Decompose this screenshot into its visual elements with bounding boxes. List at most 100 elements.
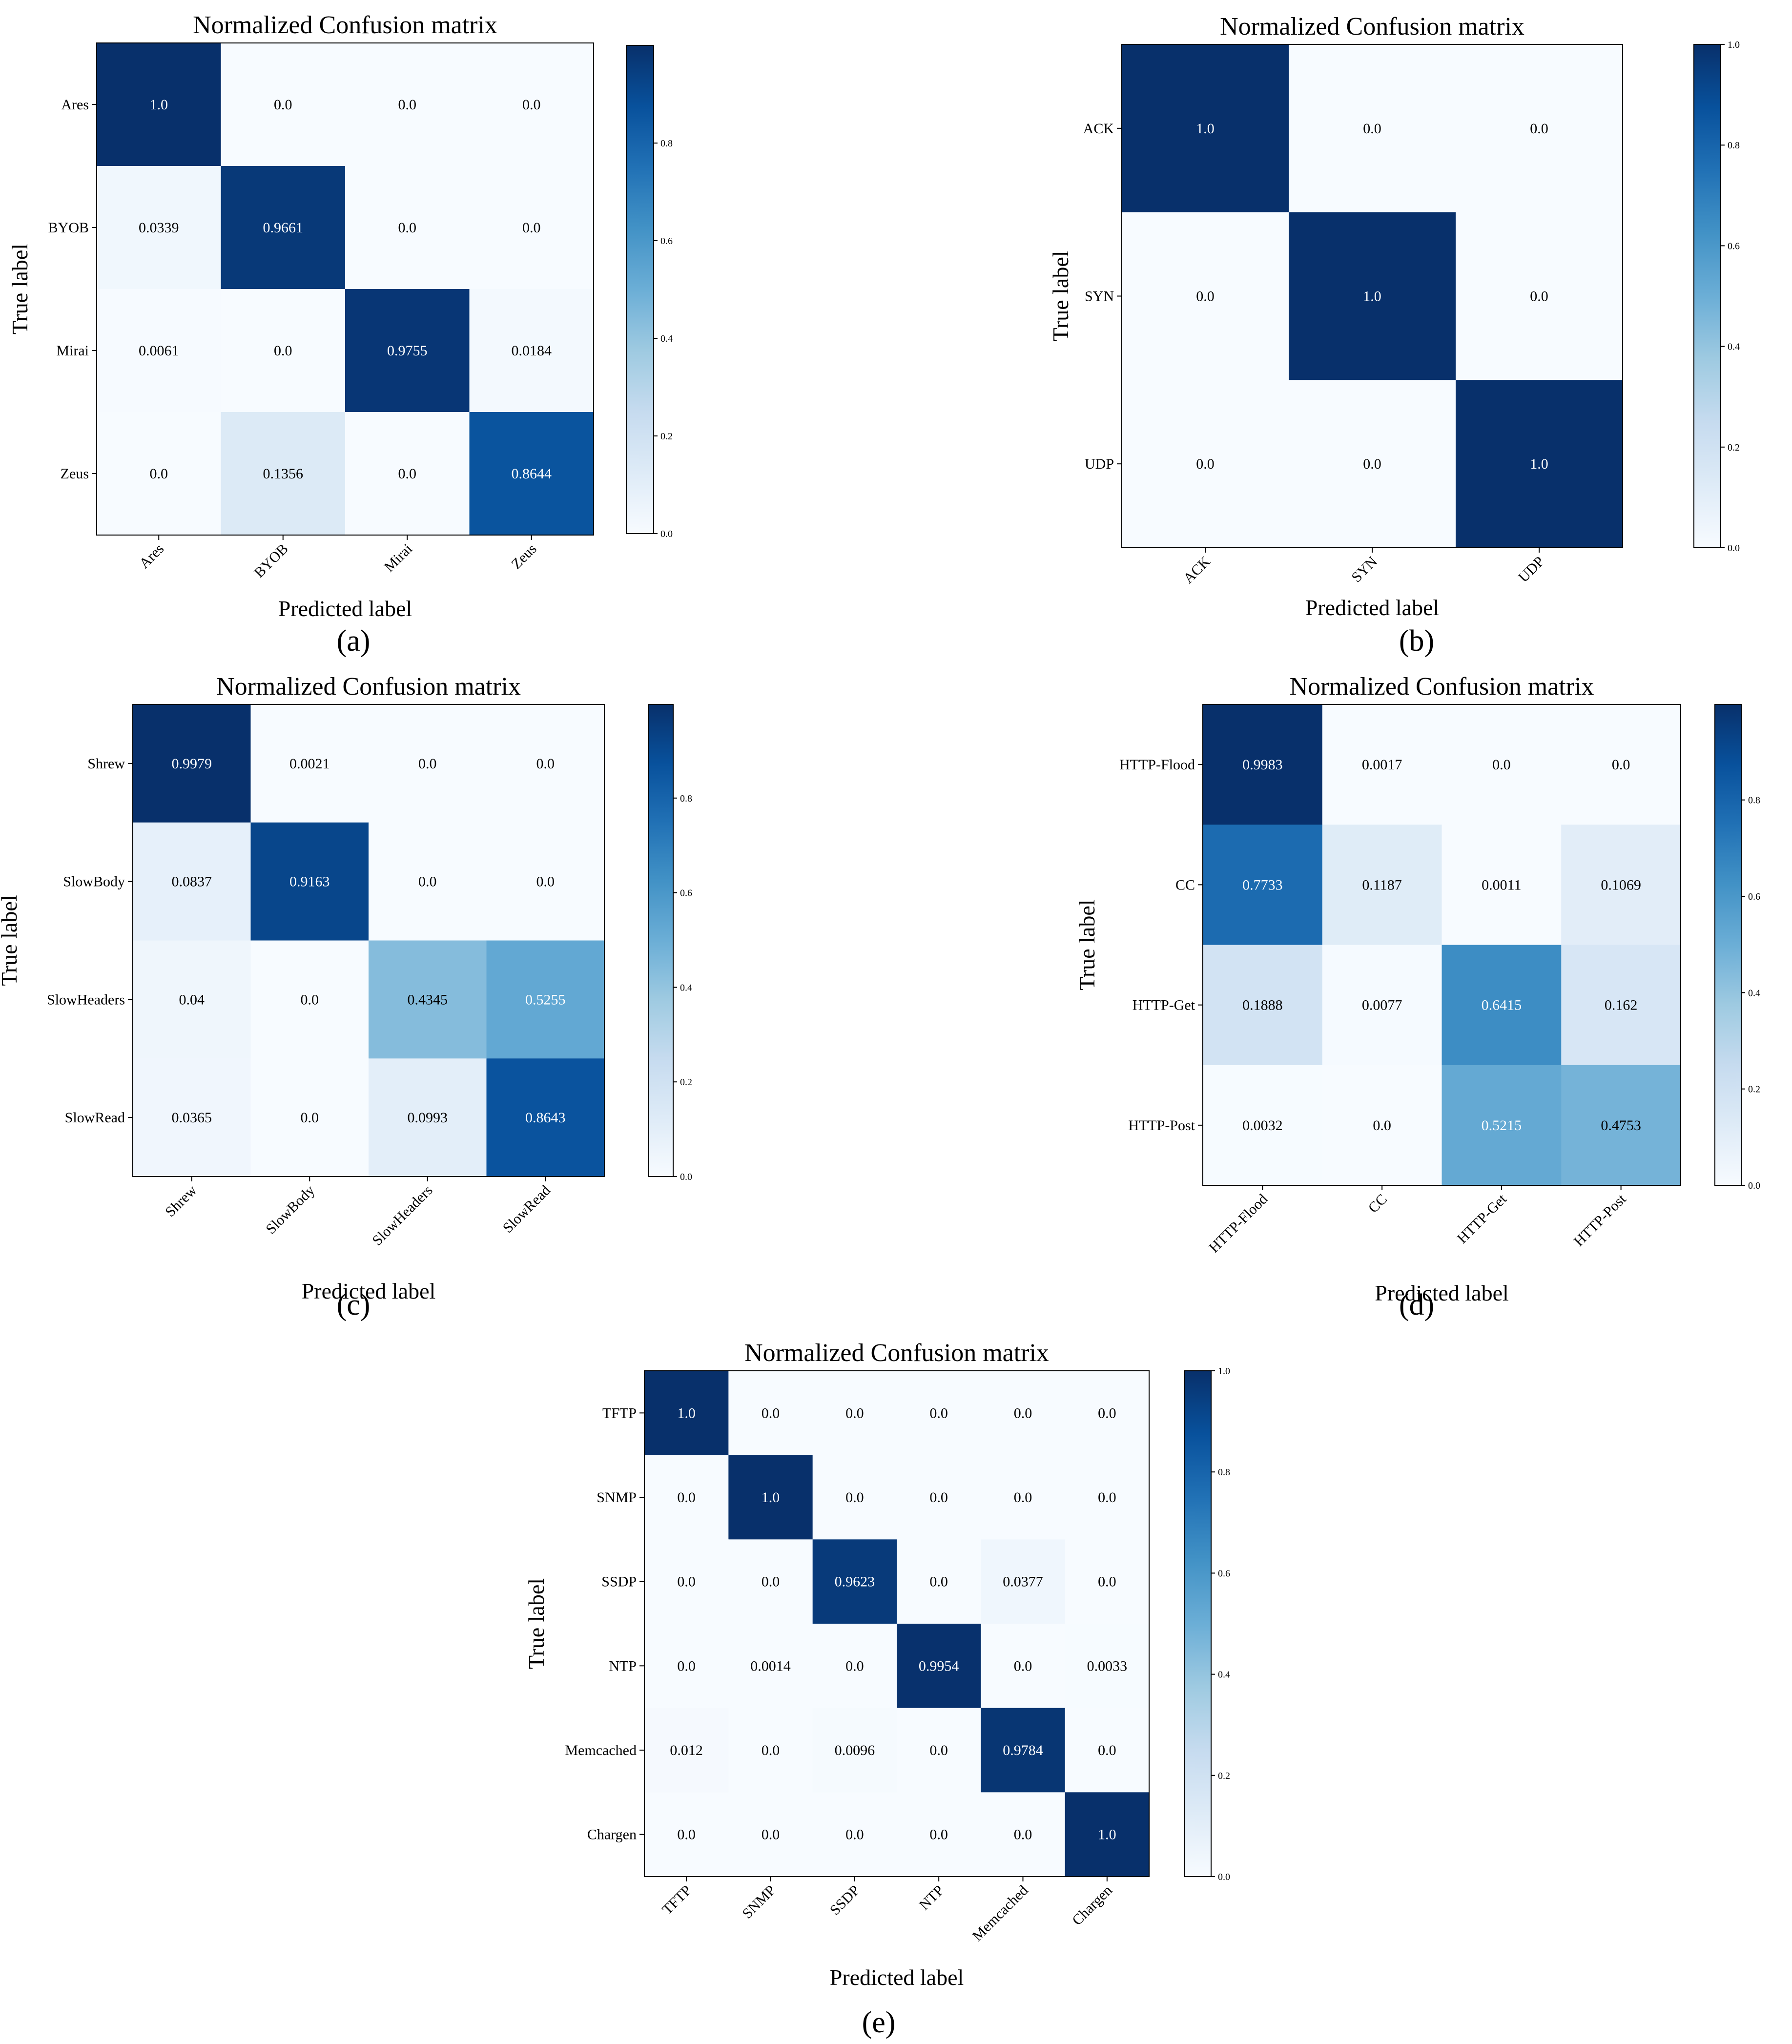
colorbar-tick-label: 0.8 (1218, 1467, 1230, 1478)
y-axis-label: True label (1074, 899, 1099, 990)
heatmap-cell (728, 1624, 813, 1709)
heatmap-cell (728, 1371, 813, 1456)
heatmap-cell (345, 43, 470, 166)
plot-frame (644, 1370, 1150, 1877)
heatmap-cell (981, 1539, 1066, 1624)
heatmap-cell (486, 1058, 605, 1177)
chart-title: Normalized Confusion matrix (193, 11, 497, 39)
cell-value-label: 0.0033 (1087, 1658, 1128, 1674)
cell-value-label: 0.9979 (172, 756, 212, 772)
heatmap-cell (1442, 825, 1562, 946)
cell-value-label: 0.0 (845, 1405, 864, 1421)
y-tick-label: UDP (1085, 456, 1114, 472)
heatmap-cell (644, 1539, 729, 1624)
cell-value-label: 1.0 (1363, 289, 1381, 305)
heatmap-cell (369, 704, 487, 823)
cell-value-label: 0.0 (150, 466, 168, 482)
heatmap-cell (97, 43, 222, 166)
y-tick-label: Zeus (61, 466, 89, 482)
cell-value-label: 0.8644 (512, 466, 552, 482)
colorbar-tick-label: 0.2 (1728, 442, 1740, 453)
cell-value-label: 0.0 (677, 1574, 696, 1590)
x-tick-label: TFTP (659, 1882, 695, 1918)
cell-value-label: 0.0 (398, 466, 417, 482)
cell-value-label: 0.0 (929, 1489, 948, 1506)
cell-value-label: 0.0096 (835, 1742, 875, 1758)
heatmap-cell (1322, 1065, 1442, 1186)
heatmap-cell (1442, 1065, 1562, 1186)
colorbar-tick-label: 0.0 (660, 529, 673, 539)
cell-value-label: 0.0 (1373, 1117, 1391, 1134)
cell-value-label: 0.0 (1530, 289, 1548, 305)
cell-value-label: 0.0 (522, 97, 541, 113)
cell-value-label: 0.0 (845, 1658, 864, 1674)
colorbar-tick-label: 0.4 (660, 333, 673, 344)
cell-value-label: 0.9784 (1003, 1742, 1043, 1758)
heatmap-cell (1203, 825, 1323, 946)
heatmap-cell (897, 1455, 981, 1540)
cell-value-label: 0.1888 (1242, 997, 1283, 1013)
cell-value-label: 0.0 (1363, 121, 1381, 137)
heatmap-cell (981, 1455, 1066, 1540)
heatmap-cell (644, 1792, 729, 1877)
heatmap-cell (1322, 825, 1442, 946)
y-axis-label: True label (1048, 250, 1073, 341)
colorbar-tick-label: 0.2 (660, 431, 673, 442)
x-tick-label: Mirai (381, 541, 415, 575)
chart-title: Normalized Confusion matrix (1290, 673, 1594, 701)
heatmap-cell (1456, 380, 1623, 548)
cell-value-label: 0.0 (1098, 1742, 1116, 1758)
colorbar-tick-label: 0.4 (680, 982, 692, 993)
cell-value-label: 0.0 (929, 1827, 948, 1843)
cell-value-label: 0.0 (762, 1405, 780, 1421)
heatmap-cell (469, 43, 594, 166)
x-axis-label: Predicted label (302, 1279, 436, 1303)
heatmap-cell (1442, 704, 1562, 825)
cell-value-label: 1.0 (762, 1489, 780, 1506)
heatmap-cell (1289, 380, 1456, 548)
heatmap-cell (1065, 1539, 1150, 1624)
heatmap-cell (897, 1708, 981, 1793)
cell-value-label: 1.0 (1098, 1827, 1116, 1843)
plot-frame (1202, 704, 1681, 1186)
cell-value-label: 0.0 (522, 220, 541, 236)
colorbar-tick-label: 0.6 (680, 888, 692, 899)
x-tick-label: CC (1365, 1191, 1390, 1217)
x-tick-label: HTTP-Flood (1206, 1191, 1271, 1256)
cell-value-label: 0.162 (1605, 997, 1638, 1013)
cell-value-label: 0.0 (677, 1827, 696, 1843)
heatmap-cell (812, 1624, 897, 1709)
heatmap-cell (1561, 825, 1681, 946)
x-tick-label: NTP (916, 1882, 947, 1913)
heatmap-cell (97, 289, 222, 413)
colorbar-tick-label: 1.0 (1218, 1366, 1230, 1377)
chart-title: Normalized Confusion matrix (1220, 13, 1524, 41)
cell-value-label: 0.0011 (1482, 877, 1521, 893)
colorbar-tick-label: 0.0 (1748, 1180, 1760, 1191)
heatmap-cell (897, 1624, 981, 1709)
cell-value-label: 0.1069 (1601, 877, 1641, 893)
y-axis-label: True label (0, 895, 21, 986)
cell-value-label: 0.0 (1098, 1574, 1116, 1590)
cell-value-label: 0.0 (762, 1827, 780, 1843)
heatmap-cell (1065, 1455, 1150, 1540)
heatmap-cell (250, 1058, 369, 1177)
heatmap-cell (1122, 212, 1289, 380)
panel-label: (a) (337, 624, 371, 658)
x-tick-label: Shrew (162, 1182, 200, 1220)
colorbar-tick-label: 0.2 (1748, 1084, 1760, 1095)
heatmap-panel-5: 1.0 0.0 0.0 0.0 0.0 0.0 0.0 1.0 0.0 0.0 0.0 0.0 0.0 0… (524, 1339, 1230, 2039)
colorbar-tick-label: 0.4 (1748, 988, 1760, 998)
x-tick-label: ACK (1180, 553, 1214, 586)
x-tick-label: SlowHeaders (369, 1182, 435, 1249)
y-tick-label: CC (1175, 877, 1195, 893)
heatmap-cell (221, 43, 346, 166)
cell-value-label: 0.9163 (289, 874, 330, 890)
y-tick-label: HTTP-Post (1128, 1117, 1195, 1134)
cell-value-label: 0.0 (418, 874, 437, 890)
y-tick-label: Memcached (565, 1742, 637, 1758)
heatmap-cell (981, 1371, 1066, 1456)
heatmap-cell (1561, 1065, 1681, 1186)
cell-value-label: 0.8643 (525, 1110, 566, 1126)
heatmap-cell (133, 1058, 251, 1177)
